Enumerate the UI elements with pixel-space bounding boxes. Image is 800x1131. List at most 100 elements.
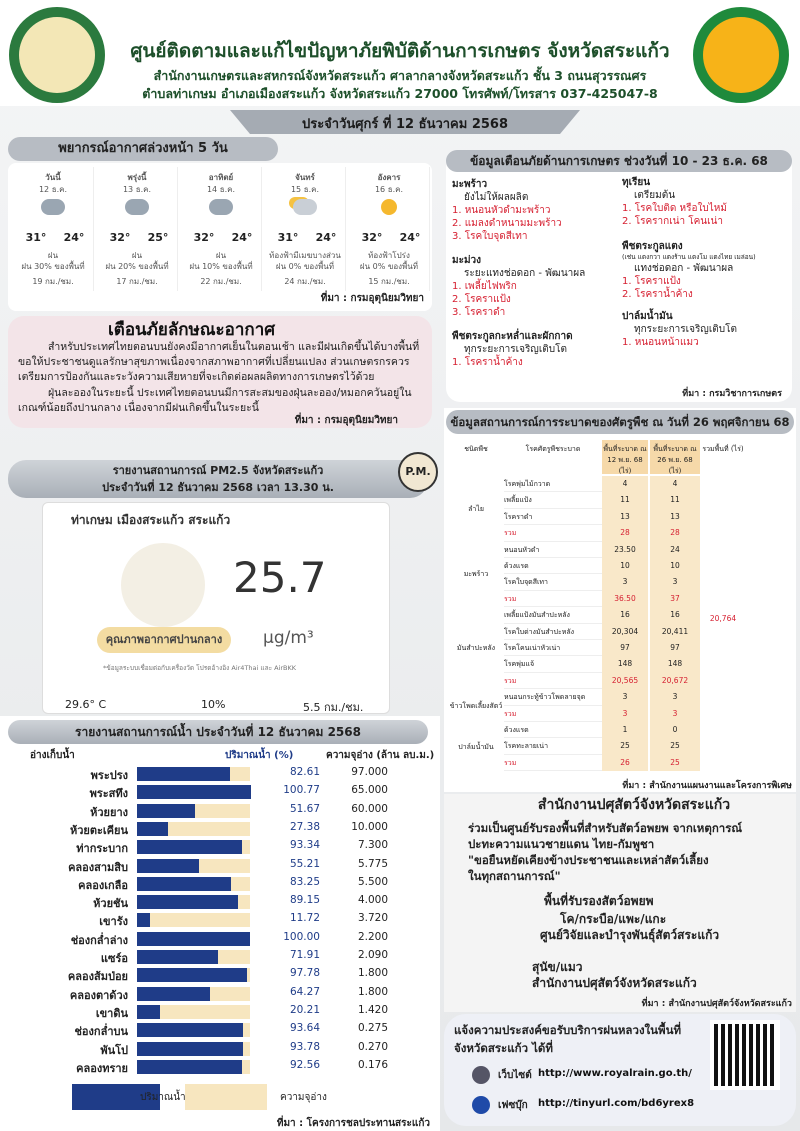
capacity: 1.420 — [357, 1003, 388, 1016]
volume-percent: 100.77 — [283, 784, 320, 797]
pest-title: ข้อมูลสถานการณ์การระบาดของศัตรูพืช ณ วัน… — [446, 410, 794, 434]
reservoir-name: เขาดิน — [95, 1006, 128, 1020]
pm-unit: μg/m³ — [263, 628, 314, 648]
volume-percent: 89.15 — [289, 894, 320, 907]
water-header: อ่างเก็บน้ำ — [30, 750, 75, 761]
volume-bar — [137, 821, 168, 836]
wind-speed: 22 กม./ชม. — [200, 277, 242, 286]
crop-problem: 1. โรคใบติด หรือใบไหม้ — [622, 203, 727, 214]
link-icon — [472, 1096, 490, 1114]
crop-group: มะพร้าว — [463, 570, 489, 579]
area-before: 20,565 — [602, 672, 648, 690]
forecast-day: พรุ่งนี้ 13 ธ.ค. 32° 25° ฝน ฝน 20% ของพื้นที่… — [96, 167, 178, 291]
source: ที่มา : สำนักงานปศุสัตว์จังหวัดสระแก้ว — [641, 999, 792, 1009]
area-after: 97 — [650, 640, 700, 657]
legend-label: ปริมาณน้ำ — [140, 1092, 186, 1103]
link-url[interactable]: http://tinyurl.com/bd6yrex8 — [538, 1098, 695, 1109]
capacity: 10.000 — [351, 820, 388, 833]
volume-bar — [137, 767, 231, 781]
crop-problem: 1. หนอนหัวดำมะพร้าว — [452, 205, 551, 216]
crop-group: มันสำปะหลัง — [456, 644, 496, 653]
pest-name: โรคโคนเน่าหัวเน่า — [504, 640, 602, 657]
pest-name: โรคพุ่มไม้กวาด — [504, 476, 602, 493]
reservoir-name: แซร์อ — [100, 952, 128, 965]
pest-name: หนอนหัวดำ — [504, 542, 602, 558]
capacity: 5.500 — [357, 875, 388, 888]
temp-min: 25° — [147, 231, 169, 244]
area-before: 3 — [602, 574, 648, 591]
crop-problem: 1. เพลี้ยไฟพริก — [452, 281, 517, 292]
agri-item: พืชตระกูลกะหล่ำและผักกาด ทุกระยะการเจริญเ… — [452, 330, 620, 369]
volume-bar — [137, 785, 251, 800]
area-before: 36.50 — [602, 590, 648, 608]
area-after: 3 — [650, 574, 700, 591]
capacity: 65.000 — [351, 784, 388, 797]
volume-bar — [137, 931, 250, 946]
pest-name: โรคทะลายเน่า — [504, 738, 602, 755]
crop-problem: 2. โรคราแป้ง — [452, 294, 511, 305]
pest-header: โรคศัตรูพืชระบาด — [525, 445, 581, 453]
temp-max: 32° — [361, 231, 383, 244]
reservoir-name: คลองตาด้วง — [69, 988, 128, 1002]
pest-header: พื้นที่ระบาด ณ 26 พ.ย. 68 (ไร่) — [650, 440, 700, 475]
crop-stage: เตรียมต้น — [634, 190, 676, 201]
crop-problem: 2. โรครากเน่า โคนเน่า — [622, 216, 724, 227]
link-label: เว็บไซต์ — [498, 1070, 532, 1081]
rain-text: แจ้งความประสงค์ขอรับบริการฝนหลวงในพื้นที… — [454, 1023, 682, 1037]
agri-title: ข้อมูลเตือนภัยด้านการเกษตร ช่วงวันที่ 10… — [446, 150, 792, 172]
volume-bar — [137, 840, 243, 855]
area-before: 26 — [602, 754, 648, 772]
weather-icon — [293, 199, 317, 215]
water-title: รายงานสถานการณ์น้ำ ประจำวันที่ 12 ธันวาค… — [8, 720, 428, 744]
volume-percent: 93.34 — [289, 839, 320, 852]
pest-header: พื้นที่ระบาด ณ 12 พ.ย. 68 (ไร่) — [602, 440, 648, 475]
capacity: 5.775 — [357, 857, 388, 870]
crop-stage: แทงช่อดอก - พัฒนาผล — [634, 263, 734, 274]
crop-problem: 3. โรคใบจุดสีเทา — [452, 231, 528, 242]
pest-name: รวม — [504, 525, 602, 542]
qr-code — [710, 1020, 780, 1090]
area-after: 0 — [650, 722, 700, 739]
reservoir-name: ท่ากระบาก — [76, 842, 128, 856]
livestock-text: ในทุกสถานการณ์" — [468, 869, 561, 883]
weather-desc: ท้องฟ้าโปร่ง — [368, 251, 410, 260]
pest-name: รวม — [504, 673, 602, 690]
forecast-day: อาทิตย์ 14 ธ.ค. 32° 24° ฝน ฝน 10% ของพื้นที่ 2… — [180, 167, 262, 291]
crop-name: พืชตระกูลแตง — [622, 241, 683, 252]
capacity: 60.000 — [351, 802, 388, 815]
pm-wind: 5.5 กม./ชม. — [303, 701, 364, 714]
volume-bar — [137, 1004, 160, 1019]
rain-panel: แจ้งความประสงค์ขอรับบริการฝนหลวงในพื้นที… — [444, 1014, 796, 1126]
forecast-day: จันทร์ 15 ธ.ค. 31° 24° ท้องฟ้ามีเมฆบางส่วน ฝน… — [264, 167, 346, 291]
capacity: 2.090 — [357, 949, 388, 961]
pest-name: โรคพุ่มแจ้ — [504, 656, 602, 673]
logo-right-inner — [703, 17, 779, 93]
pest-header: ชนิดพืช — [464, 445, 488, 453]
forecast-day: อังคาร 16 ธ.ค. 32° 24° ท้องฟ้าโปร่ง ฝน 0% ของ… — [348, 167, 430, 291]
area-after: 28 — [650, 525, 700, 542]
volume-percent: 100.00 — [283, 930, 320, 943]
day-name: อังคาร — [377, 173, 401, 182]
pest-name: ด้วงแรด — [504, 558, 602, 575]
temp-min: 24° — [231, 231, 253, 244]
livestock-panel: สำนักงานปศุสัตว์จังหวัดสระแก้วร่วมเป็นศู… — [444, 794, 796, 1012]
link-url[interactable]: http://www.royalrain.go.th/ — [538, 1068, 692, 1079]
livestock-title: สำนักงานปศุสัตว์จังหวัดสระแก้ว — [537, 797, 731, 813]
volume-percent: 55.21 — [289, 857, 320, 870]
area-after: 4 — [650, 476, 700, 493]
volume-percent: 27.38 — [289, 820, 320, 833]
crop-problem: 1. โรคราน้ำค้าง — [452, 357, 523, 368]
crop-name: ทุเรียน — [622, 177, 651, 188]
pest-header: รวมพื้นที่ (ไร่) — [702, 445, 744, 453]
livestock-place: ศูนย์วิจัยและบำรุงพันธุ์สัตว์สระแก้ว — [540, 928, 720, 942]
livestock-text: ร่วมเป็นศูนย์รับรองพื้นที่สำหรับสัตว์อพย… — [468, 821, 743, 835]
rain-chance: ฝน 10% ของพื้นที่ — [189, 262, 253, 271]
crop-stage: ทุกระยะการเจริญเติบโต — [464, 344, 567, 355]
livestock-place: สำนักงานปศุสัตว์จังหวัดสระแก้ว — [532, 976, 697, 990]
source: ที่มา : กรมอุตุนิยมวิทยา — [320, 293, 424, 304]
area-after: 37 — [650, 590, 700, 608]
volume-percent: 51.67 — [289, 802, 320, 815]
crop-stage: ยังไม่ให้ผลผลิต — [464, 192, 529, 203]
volume-bar — [137, 1041, 243, 1056]
